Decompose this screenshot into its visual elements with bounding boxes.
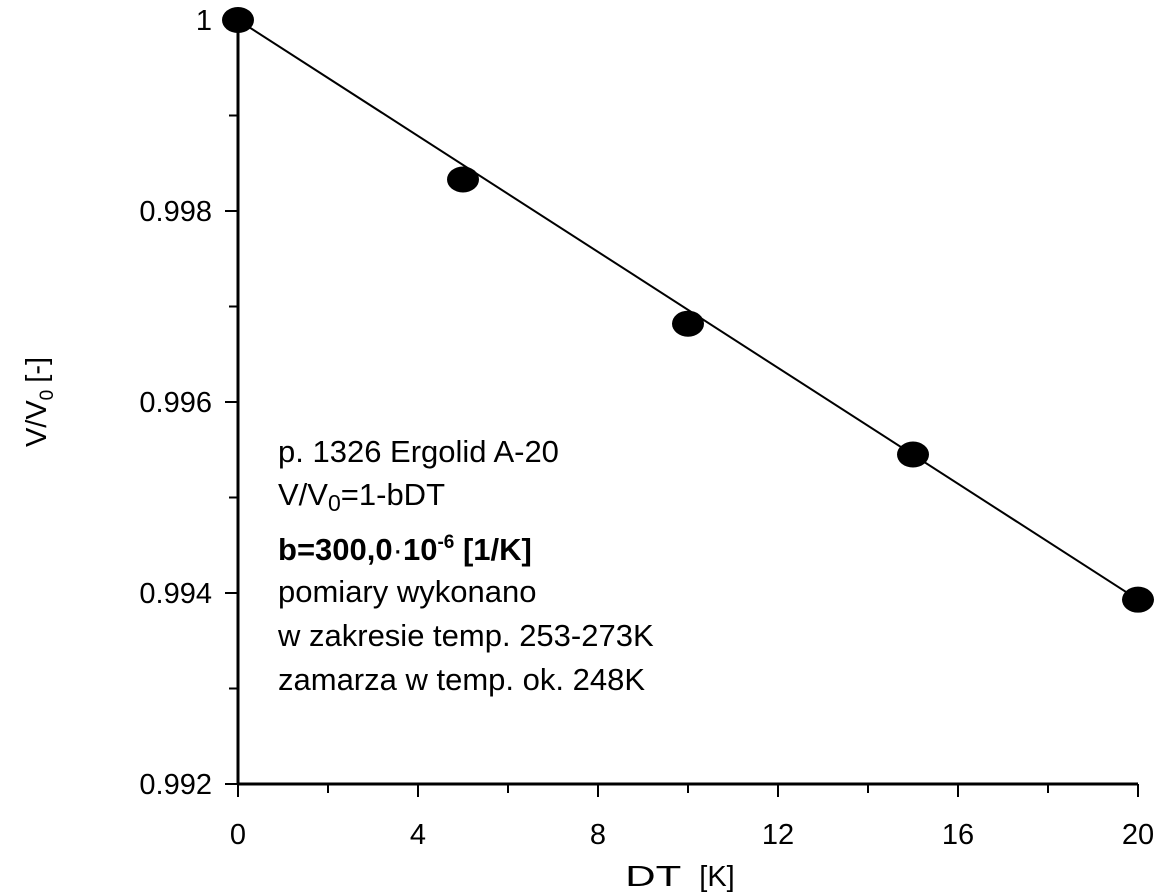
y-axis-title-sub: 0 [37, 390, 58, 401]
x-tick-label: 4 [410, 819, 426, 851]
annotation-unit: [1/K] [454, 532, 532, 567]
annotation-symbol: bDT [386, 477, 445, 512]
y-tick-label: 0.998 [139, 196, 212, 228]
annotation-base: 10 [403, 532, 437, 567]
axes: 0 4 8 12 16 20 0.992 0.994 0.996 0.998 1 [139, 5, 1154, 851]
annotation-beta-symbol: b [278, 532, 297, 567]
y-axis-title-main: V/V [21, 400, 53, 447]
y-axis-title-unit: [-] [21, 357, 53, 383]
x-axis-title-unit: [K] [699, 861, 734, 893]
x-tick-label: 12 [762, 819, 794, 851]
annotation-block: p. 1326 Ergolid A-20 V/V0=1-bDT b=300,0·… [277, 434, 654, 697]
fit-line [237, 19, 1139, 601]
annotation-line-1: p. 1326 Ergolid A-20 [278, 434, 559, 469]
annotation-dot: · [393, 532, 403, 567]
data-point [222, 7, 254, 33]
y-tick-label: 0.992 [139, 769, 212, 801]
x-tick-label: 16 [942, 819, 974, 851]
annotation-line-5: w zakresie temp. 253-273K [277, 618, 654, 653]
annotation-line-2: V/V0=1-bDT [278, 477, 445, 516]
data-point [447, 166, 479, 193]
fit-line-group [237, 19, 1139, 601]
y-tick-label: 0.996 [139, 387, 212, 419]
x-tick-label: 8 [590, 819, 606, 851]
annotation-line-3: b=300,0·10-6 [1/K] [278, 532, 532, 567]
data-point [897, 441, 929, 468]
annotation-line-4: pomiary wykonano [278, 574, 536, 609]
x-axis-title-symbol: DT [625, 861, 681, 893]
y-tick-label: 0.994 [139, 578, 212, 610]
annotation-exponent: -6 [437, 532, 454, 553]
annotation-ratio: V/V [278, 477, 328, 512]
data-points [222, 7, 1154, 613]
x-tick-label: 0 [230, 819, 246, 851]
annotation-equation: =1- [341, 477, 387, 512]
x-axis-title: DT [K] [625, 861, 734, 893]
x-tick-label: 20 [1122, 819, 1154, 851]
annotation-line-6: zamarza w temp. ok. 248K [278, 662, 645, 697]
annotation-ratio-sub: 0 [328, 490, 341, 516]
y-axis-title: V/V0 [-] [21, 357, 58, 447]
annotation-beta-value: =300,0 [297, 532, 393, 567]
data-point [1122, 586, 1154, 613]
y-tick-label: 1 [196, 5, 212, 37]
data-point [672, 310, 704, 337]
